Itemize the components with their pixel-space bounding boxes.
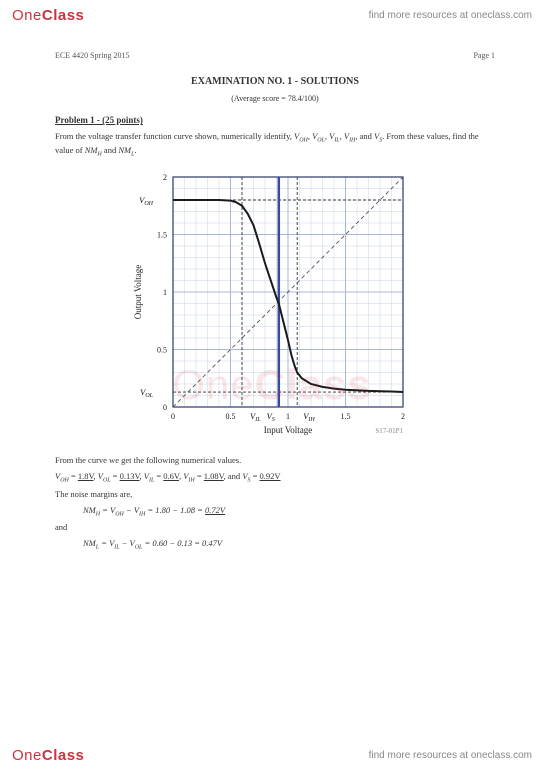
course-code: ECE 4420 Spring 2015 bbox=[55, 50, 129, 61]
val-voh: 1.8V bbox=[78, 471, 94, 481]
val-vol: 0.13V bbox=[120, 471, 140, 481]
val-vs: 0.92V bbox=[260, 471, 281, 481]
problem-heading: Problem 1 - (25 points) bbox=[55, 114, 495, 127]
course-row: ECE 4420 Spring 2015 Page 1 bbox=[55, 50, 495, 61]
footer-brand-logo: OneClass bbox=[12, 747, 84, 764]
svg-text:VOH: VOH bbox=[139, 195, 154, 207]
equation-nmh: NMH = VOH − VIH = 1.80 − 1.08 = 0.72V bbox=[83, 505, 495, 519]
and-text: and bbox=[55, 522, 495, 534]
equation-nml: NML = VIL − VOL = 0.60 − 0.13 = 0.47V bbox=[83, 538, 495, 552]
footer-brand-part2: Class bbox=[42, 747, 85, 764]
svg-text:0.5: 0.5 bbox=[226, 412, 236, 421]
solution-values: VOH = 1.8V, VOL = 0.13V, VIL = 0.6V, VIH… bbox=[55, 471, 495, 485]
brand-part1: One bbox=[12, 7, 42, 24]
exam-title: EXAMINATION NO. 1 - SOLUTIONS bbox=[55, 75, 495, 89]
svg-text:Output Voltage: Output Voltage bbox=[133, 265, 143, 319]
svg-text:1: 1 bbox=[163, 288, 167, 297]
svg-text:1.5: 1.5 bbox=[341, 412, 351, 421]
svg-text:VIH: VIH bbox=[303, 411, 315, 423]
val-vih: 1.08V bbox=[204, 471, 224, 481]
svg-text:0: 0 bbox=[163, 403, 167, 412]
chart-container: 0 0.5 1 1.5 2 0 0.5 1 1.5 2 Input Voltage Output Vo… bbox=[55, 167, 495, 447]
svg-text:2: 2 bbox=[401, 412, 405, 421]
noise-margins-intro: The noise margins are, bbox=[55, 489, 495, 501]
val-vil: 0.6V bbox=[163, 471, 179, 481]
svg-text:0: 0 bbox=[171, 412, 175, 421]
svg-text:1.5: 1.5 bbox=[157, 231, 167, 240]
vtc-chart: 0 0.5 1 1.5 2 0 0.5 1 1.5 2 Input Voltage Output Vo… bbox=[125, 167, 425, 447]
brand-logo: OneClass bbox=[12, 7, 84, 24]
brand-part2: Class bbox=[42, 7, 85, 24]
svg-text:0.5: 0.5 bbox=[157, 346, 167, 355]
problem-prompt: From the voltage transfer function curve… bbox=[55, 131, 495, 159]
page-header: OneClass find more resources at oneclass… bbox=[0, 0, 544, 30]
svg-text:2: 2 bbox=[163, 173, 167, 182]
svg-text:VS: VS bbox=[267, 411, 275, 423]
svg-text:1: 1 bbox=[286, 412, 290, 421]
page-footer: OneClass find more resources at oneclass… bbox=[0, 740, 544, 770]
header-tagline: find more resources at oneclass.com bbox=[369, 10, 532, 21]
svg-text:VIL: VIL bbox=[250, 411, 261, 423]
svg-text:Input Voltage: Input Voltage bbox=[264, 425, 312, 435]
svg-text:VOL: VOL bbox=[140, 387, 154, 399]
footer-tagline: find more resources at oneclass.com bbox=[369, 750, 532, 761]
svg-text:S17-01P1: S17-01P1 bbox=[375, 427, 403, 435]
footer-brand-part1: One bbox=[12, 747, 42, 764]
page-number: Page 1 bbox=[473, 50, 495, 61]
ans-nmh: 0.72V bbox=[205, 505, 225, 515]
average-score: (Average score = 78.4/100) bbox=[55, 93, 495, 104]
document-body: ECE 4420 Spring 2015 Page 1 EXAMINATION … bbox=[55, 50, 495, 555]
solution-intro: From the curve we get the following nume… bbox=[55, 455, 495, 467]
